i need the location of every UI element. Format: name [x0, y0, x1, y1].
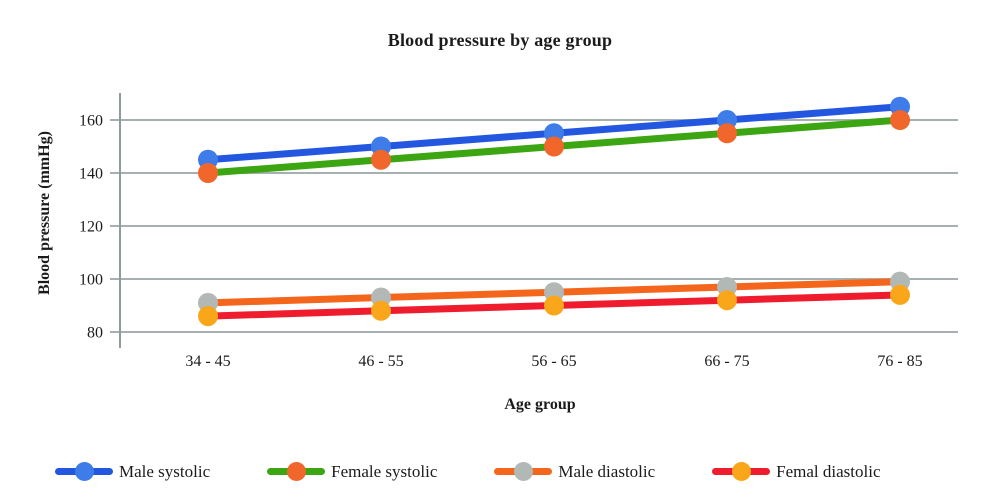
legend: Male systolic Female systolic Male diastol… [55, 462, 881, 481]
legend-label: Male diastolic [558, 462, 656, 481]
legend-swatch-icon [55, 462, 113, 481]
y-tick-label: 100 [79, 272, 103, 289]
legend-swatch-icon [712, 462, 771, 481]
legend-marker-icon [514, 462, 534, 481]
legend-label: Male systolic [119, 462, 211, 481]
legend-item-female-systolic: Female systolic [267, 462, 437, 481]
legend-swatch-icon [494, 462, 553, 481]
legend-item-male-systolic: Male systolic [55, 462, 210, 481]
x-tick-label: 66 - 75 [704, 353, 749, 370]
legend-label: Female systolic [331, 462, 438, 481]
legend-marker-icon [732, 462, 752, 481]
data-point-female-systolic [717, 123, 737, 144]
plot-area: 80 100 120 140 160 34 - 45 46 - 55 56 - 65 66 - … [79, 93, 958, 370]
x-tick-label: 76 - 85 [877, 353, 922, 370]
data-point-female-systolic [544, 136, 564, 157]
legend-item-male-diastolic: Male diastolic [494, 462, 655, 481]
data-point-female-systolic [198, 163, 218, 183]
y-tick-label: 80 [87, 325, 103, 342]
y-tick-label: 140 [79, 166, 103, 183]
y-tick-label: 120 [79, 219, 103, 236]
legend-item-femal-diastolic: Femal diastolic [712, 462, 881, 481]
data-point-femal-diastolic [371, 300, 391, 321]
data-point-femal-diastolic [717, 290, 737, 311]
legend-label: Femal diastolic [776, 462, 881, 481]
x-axis-title: Age group [504, 396, 576, 413]
legend-marker-icon [287, 462, 307, 481]
chart-title: Blood pressure by age group [387, 30, 613, 50]
y-tick-label: 160 [79, 113, 103, 130]
data-point-femal-diastolic [890, 284, 910, 305]
x-tick-label: 34 - 45 [185, 353, 230, 370]
x-tick-label: 56 - 65 [531, 353, 576, 370]
data-point-female-systolic [371, 149, 391, 170]
data-point-female-systolic [890, 110, 910, 130]
data-point-femal-diastolic [198, 306, 218, 327]
x-tick-label: 46 - 55 [358, 353, 403, 370]
legend-marker-icon [75, 462, 94, 481]
legend-swatch-icon [267, 462, 326, 481]
y-axis-title: Blood pressure (mmHg) [36, 131, 53, 295]
data-point-femal-diastolic [544, 295, 564, 316]
